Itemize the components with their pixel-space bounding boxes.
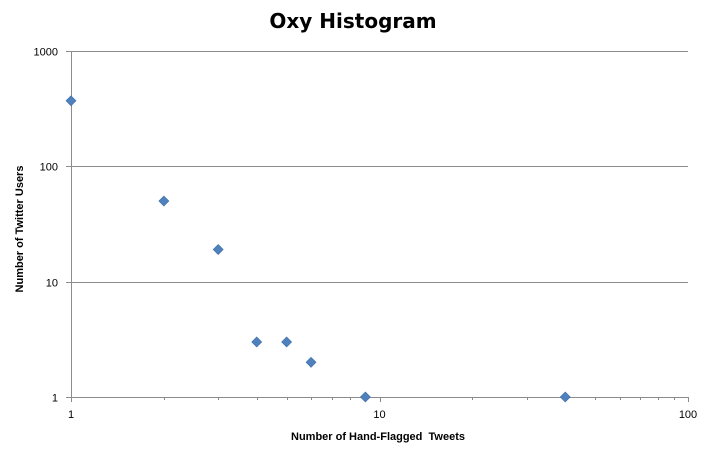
x-tick-labels: 1 10 100 [68,409,697,421]
data-point-2 [158,195,170,207]
data-point-1 [65,95,77,107]
gridlines [71,51,688,283]
chart-title: Oxy Histogram [269,9,436,33]
x-tick-label-10: 10 [373,409,385,421]
data-point-5 [281,336,293,348]
data-point-6 [305,356,317,368]
data-point-3 [212,244,224,255]
data-points [65,95,571,403]
x-tick-label-100: 100 [679,409,697,421]
x-tick-label-1: 1 [68,409,74,421]
data-point-4 [251,336,263,348]
y-tick-label-1: 1 [52,393,58,405]
y-tick-label-10: 10 [46,278,58,290]
y-tick-label-100: 100 [40,162,58,174]
y-tick-labels: 1 10 100 1000 [34,47,58,405]
x-axis-label: Number of Hand-Flagged Tweets [291,431,465,443]
y-axis-label: Number of Twitter Users [14,166,26,293]
axes [66,51,689,402]
y-tick-label-1000: 1000 [34,47,58,59]
data-point-7 [359,391,371,403]
data-point-8 [559,391,571,403]
